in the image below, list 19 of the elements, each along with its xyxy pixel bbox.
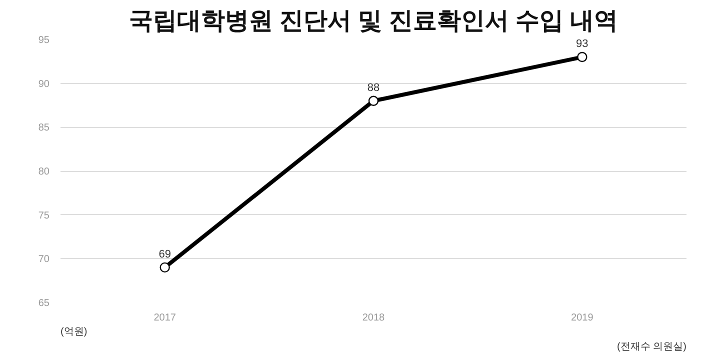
- data-label: 88: [367, 82, 380, 94]
- point: [160, 262, 170, 273]
- x-tick-label: 2017: [154, 312, 176, 324]
- y-tick-label: 75: [38, 210, 50, 222]
- point: [368, 96, 379, 106]
- text: (억원): [60, 326, 88, 338]
- x-tick-label: 2018: [362, 312, 386, 324]
- x-tick-label: 2019: [571, 312, 594, 324]
- text: (전재수 의원실): [617, 342, 687, 352]
- chart-title: 국립대학병원 진단서 및 진료확인서 수입 내역: [128, 8, 618, 34]
- y-tick-label: 70: [38, 254, 50, 266]
- point: [577, 52, 588, 62]
- y-tick-label: 90: [38, 78, 50, 90]
- y-tick-label: 85: [38, 122, 50, 134]
- y-tick-label: 95: [38, 35, 50, 46]
- data-label: 69: [158, 248, 171, 260]
- data-label: 93: [576, 38, 588, 50]
- y-tick-label: 65: [38, 298, 50, 309]
- y-tick-label: 80: [38, 166, 50, 178]
